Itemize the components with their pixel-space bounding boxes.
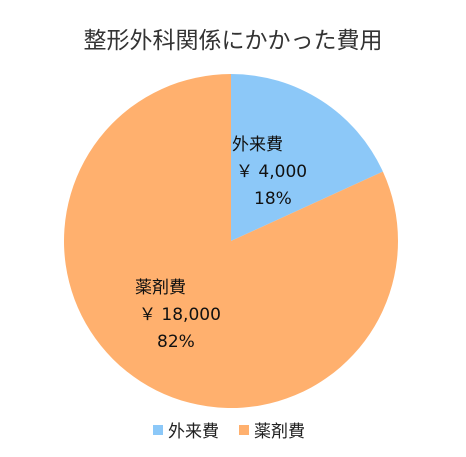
pie-slice [63, 74, 398, 408]
pie-slices [63, 74, 398, 408]
pie-slice [231, 74, 383, 241]
chart-title: 整形外科関係にかかった費用 [84, 28, 383, 54]
pie-slice-labels: 外来費 ￥ 4,000 18% 薬剤費 ￥ 18,000 82% [135, 135, 307, 352]
legend-swatch [153, 425, 163, 435]
legend-label: 薬剤費 [254, 422, 305, 442]
legend-swatch [239, 425, 249, 435]
slice-percent-label: 18% [254, 189, 292, 209]
slice-category-label: 外来費 [232, 135, 283, 155]
legend-label: 外来費 [168, 422, 219, 442]
slice-value-label: ￥ 4,000 [236, 162, 307, 182]
slice-value-label: ￥ 18,000 [139, 305, 221, 325]
slice-category-label: 薬剤費 [135, 278, 186, 298]
legend: 外来費 薬剤費 [153, 422, 305, 442]
slice-percent-label: 82% [157, 332, 195, 352]
